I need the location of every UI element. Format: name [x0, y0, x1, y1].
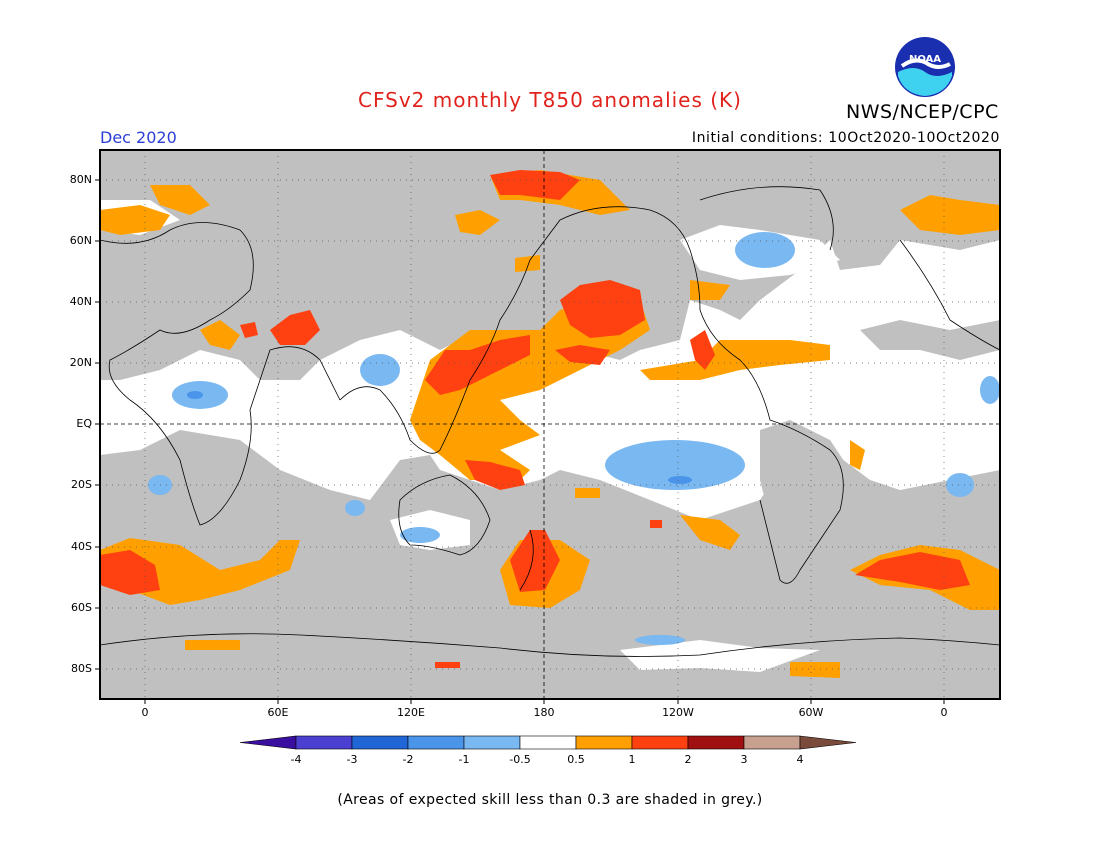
lat-tick-label: 20N: [69, 356, 92, 369]
noaa-logo: NOAA: [895, 37, 955, 97]
colorbar-swatch: [743, 735, 801, 750]
colorbar-label: -1: [458, 753, 470, 766]
lat-tick-label: 40N: [69, 295, 92, 308]
lat-tick-label: 60N: [69, 234, 92, 247]
colorbar-swatch: [631, 735, 689, 750]
lon-tick-label: 120E: [397, 706, 425, 719]
lat-tick-label: EQ: [76, 417, 92, 430]
lon-tick-label: 120W: [662, 706, 694, 719]
lat-tick-label: 40S: [71, 540, 92, 553]
lat-tick-label: 80N: [69, 173, 92, 186]
noaa-logo-text: NOAA: [909, 54, 941, 65]
lon-tick-label: 0: [940, 706, 948, 719]
lat-tick-label: 60S: [71, 601, 92, 614]
colorbar-arrow-right: [799, 735, 857, 750]
colorbar-label: -2: [402, 753, 414, 766]
colorbar-label: -3: [346, 753, 358, 766]
initial-conditions-label: Initial conditions: 10Oct2020-10Oct2020: [691, 130, 1000, 146]
colorbar: [239, 735, 857, 750]
lon-tick-label: 60W: [798, 706, 824, 719]
lat-tick-label: 20S: [71, 478, 92, 491]
graticule: [100, 150, 1000, 699]
colorbar-swatch: [407, 735, 465, 750]
colorbar-swatch: [687, 735, 745, 750]
colorbar-swatch: [519, 735, 577, 750]
negative-anomaly-regions: [148, 232, 1000, 645]
colorbar-swatch: [295, 735, 353, 750]
colorbar-arrow-left: [239, 735, 297, 750]
lon-tick-label: 60E: [267, 706, 289, 719]
coastlines: [100, 186, 1000, 657]
reference-lines: [100, 150, 1000, 699]
colorbar-swatch: [351, 735, 409, 750]
lon-tick-label: 0: [141, 706, 149, 719]
colorbar-label: 4: [796, 753, 804, 766]
chart-title: CFSv2 monthly T850 anomalies (K): [358, 88, 742, 112]
colorbar-label: 2: [684, 753, 692, 766]
colorbar-label: 0.5: [567, 753, 585, 766]
strong-positive-anomaly-regions: [100, 170, 970, 668]
colorbar-swatch: [575, 735, 633, 750]
colorbar-label: 3: [740, 753, 748, 766]
valid-month-label: Dec 2020: [100, 128, 177, 147]
skill-footnote: (Areas of expected skill less than 0.3 a…: [337, 792, 763, 808]
colorbar-label: -4: [290, 753, 302, 766]
colorbar-swatch: [463, 735, 521, 750]
organization-label: NWS/NCEP/CPC: [846, 101, 999, 123]
colorbar-label: 1: [628, 753, 636, 766]
colorbar-label: -0.5: [509, 753, 531, 766]
lon-tick-label: 180: [533, 706, 555, 719]
lat-tick-label: 80S: [71, 662, 92, 675]
